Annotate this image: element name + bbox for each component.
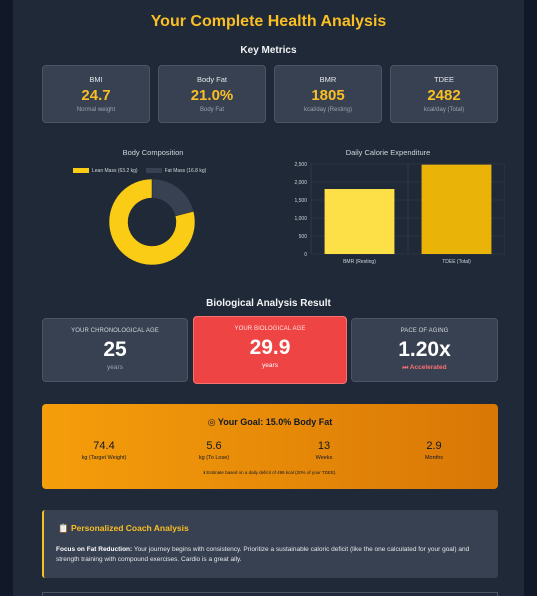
metric-label: BMR <box>319 75 337 84</box>
metric-label: TDEE <box>433 75 454 84</box>
calorie-chart-title: Daily Calorie Expenditure <box>345 148 431 157</box>
y-tick-label: 2,500 <box>294 162 307 168</box>
metric-sub: Normal weight <box>76 107 116 113</box>
goal-title: ◎ Your Goal: 15.0% Body Fat <box>42 417 498 428</box>
metric-card-bmr: BMR 1805 kcal/day (Resting) <box>274 65 382 123</box>
coach-body: Your journey begins with consistency. Pr… <box>56 546 470 563</box>
pace-status-label: Accelerated <box>409 364 447 371</box>
pace-of-aging-card: PACE OF AGING 1.20x ⏭ Accelerated <box>351 318 498 382</box>
goal-note-text: Estimate based on a daily deficit of 496… <box>206 470 337 475</box>
metric-card-body-fat: Body Fat 21.0% Body Fat <box>158 65 266 123</box>
metric-value: 24.7 <box>81 87 111 104</box>
analysis-panel: Your Complete Health Analysis Key Metric… <box>13 0 524 596</box>
bar-bmr[interactable] <box>324 189 395 254</box>
body-composition-donut <box>108 178 196 266</box>
metric-value: 2482 <box>427 87 461 104</box>
age-value: 29.9 <box>249 336 291 359</box>
chronological-age-card: YOUR CHRONOLOGICAL AGE 25 years <box>42 318 188 382</box>
y-tick-label: 1,500 <box>294 198 307 204</box>
metric-sub: Body Fat <box>199 107 224 113</box>
age-sub: years <box>262 362 278 369</box>
goal-stat-label: kg (Target Weight) <box>81 455 127 461</box>
coach-title-text: Personalized Coach Analysis <box>70 523 189 533</box>
y-tick-label: 500 <box>299 234 308 240</box>
age-sub: years <box>107 364 123 371</box>
goal-stat-label: Months <box>424 455 444 461</box>
bar-tdee[interactable] <box>421 164 492 254</box>
composition-chart-title: Body Composition <box>122 148 184 157</box>
metric-label: BMI <box>89 75 103 84</box>
coach-title: 📋 Personalized Coach Analysis <box>58 523 189 534</box>
goal-stat-to-lose: 5.6 kg (To Lose) <box>164 440 264 461</box>
goal-stat-value: 13 <box>317 440 331 452</box>
calorie-bar-chart: 0 500 1,000 1,500 2,000 2,500 BMR (Resting) TDE… <box>294 162 505 265</box>
goal-stat-label: Weeks <box>315 455 333 461</box>
donut-slice-fat-mass[interactable] <box>151 178 194 217</box>
coach-focus: Focus on Fat Reduction: <box>56 546 133 553</box>
metric-sub: kcal/day (Total) <box>423 107 465 113</box>
target-icon: ◎ <box>207 417 216 427</box>
metric-value: 21.0% <box>190 87 234 104</box>
y-tick-label: 2,000 <box>294 180 307 186</box>
info-icon: ℹ <box>203 470 206 475</box>
age-value: 1.20x <box>398 338 451 361</box>
x-tick-label: TDEE (Total) <box>442 259 471 265</box>
biological-age-card: YOUR BIOLOGICAL AGE 29.9 years <box>193 316 347 384</box>
goal-title-text: Your Goal: 15.0% Body Fat <box>217 417 333 427</box>
y-tick-label: 0 <box>304 252 307 258</box>
composition-legend: Lean Mass (63.2 kg) Fat Mass (16.8 kg) <box>73 168 206 174</box>
coach-text: Focus on Fat Reduction: Your journey beg… <box>56 545 486 565</box>
x-tick-label: BMR (Resting) <box>343 259 376 265</box>
legend-item-lean[interactable]: Lean Mass (63.2 kg) <box>73 168 138 174</box>
age-label: PACE OF AGING <box>400 328 449 334</box>
legend-label: Fat Mass (16.8 kg) <box>164 168 207 174</box>
donut-slice-lean-mass[interactable] <box>108 178 196 266</box>
coach-analysis-card: 📋 Personalized Coach Analysis Focus on F… <box>42 510 498 578</box>
biological-analysis-heading: Biological Analysis Result <box>206 298 331 309</box>
goal-note: ℹ Estimate based on a daily deficit of 4… <box>42 470 498 476</box>
metric-sub: kcal/day (Resting) <box>303 107 353 113</box>
goal-stat-label: kg (To Lose) <box>198 455 230 461</box>
goal-stat-value: 74.4 <box>93 440 115 452</box>
metric-value: 1805 <box>311 87 345 104</box>
age-value: 25 <box>103 338 127 361</box>
goal-box: ◎ Your Goal: 15.0% Body Fat 74.4 kg (Tar… <box>42 404 498 489</box>
next-card-edge <box>42 592 498 596</box>
legend-label: Lean Mass (63.2 kg) <box>92 168 138 174</box>
metric-label: Body Fat <box>196 75 227 84</box>
goal-stat-value: 5.6 <box>206 440 222 452</box>
fast-forward-icon: ⏭ <box>402 364 409 371</box>
metric-card-bmi: BMI 24.7 Normal weight <box>42 65 150 123</box>
age-label: YOUR CHRONOLOGICAL AGE <box>71 328 159 334</box>
y-tick-label: 1,000 <box>294 216 307 222</box>
goal-stat-weeks: 13 Weeks <box>274 440 374 461</box>
legend-item-fat[interactable]: Fat Mass (16.8 kg) <box>145 168 207 174</box>
age-label: YOUR BIOLOGICAL AGE <box>234 326 306 332</box>
metric-card-tdee: TDEE 2482 kcal/day (Total) <box>390 65 498 123</box>
goal-stat-value: 2.9 <box>426 440 442 452</box>
goal-stat-months: 2.9 Months <box>384 440 484 461</box>
goal-stat-target-weight: 74.4 kg (Target Weight) <box>54 440 154 461</box>
page-title: Your Complete Health Analysis <box>150 13 387 30</box>
key-metrics-heading: Key Metrics <box>240 45 297 56</box>
clipboard-icon: 📋 <box>58 523 69 533</box>
pace-status: ⏭ Accelerated <box>352 364 497 372</box>
